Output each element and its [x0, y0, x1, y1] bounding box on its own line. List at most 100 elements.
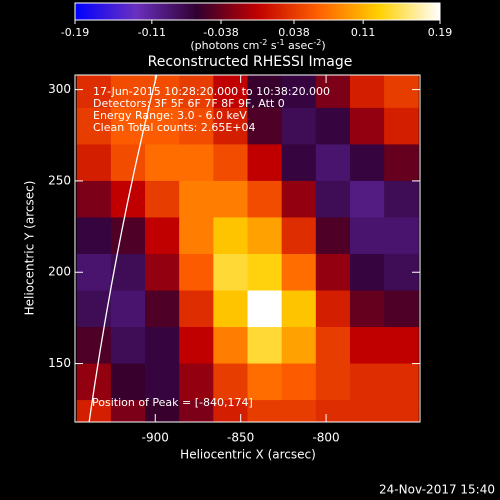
colorbar-tick-label: -0.19: [61, 26, 89, 39]
image-cell: [213, 75, 248, 109]
image-cell: [145, 180, 180, 218]
image-cell: [145, 400, 180, 422]
image-cell: [213, 400, 248, 422]
image-cell: [384, 400, 419, 422]
chart-title: Reconstructed RHESSI Image: [148, 54, 353, 70]
image-cell: [384, 107, 419, 145]
image-cell: [315, 107, 351, 145]
image-cell: [384, 363, 419, 401]
colorbar-label: (photons cm-2 s-1 asec-2): [190, 38, 325, 53]
image-cell: [76, 180, 112, 218]
image-cell: [145, 217, 180, 255]
x-tick-label: -900: [142, 431, 169, 445]
image-cell: [247, 363, 283, 401]
image-cell: [247, 290, 283, 328]
image-cell: [247, 107, 283, 145]
image-cell: [76, 327, 112, 365]
image-cell: [247, 144, 283, 182]
image-cell: [349, 290, 385, 328]
image-cell: [213, 253, 248, 292]
image-cell: [384, 75, 419, 109]
image-cell: [213, 107, 248, 145]
colorbar-tick-label: -0.038: [203, 26, 238, 39]
solar-limb: [88, 75, 158, 422]
image-cell: [179, 217, 214, 255]
image-cell: [179, 107, 214, 145]
image-cell: [281, 327, 317, 365]
x-tick-label: -850: [227, 431, 254, 445]
image-cell: [281, 253, 317, 292]
y-tick-label: 150: [48, 356, 71, 370]
image-cell: [213, 217, 248, 255]
image-cell: [247, 253, 283, 292]
image-cell: [213, 327, 248, 365]
image-cell: [145, 107, 180, 145]
image-cell: [349, 180, 385, 218]
image-cell: [315, 290, 351, 328]
image-cell: [179, 144, 214, 182]
image-cell: [281, 400, 317, 422]
y-tick-label: 200: [48, 265, 71, 279]
colorbar-tick-label: -0.11: [138, 26, 166, 39]
image-cell: [349, 217, 385, 255]
image-cell: [349, 107, 385, 145]
image-cell: [213, 144, 248, 182]
colorbar-label-part: -2: [313, 38, 321, 47]
image-cell: [179, 180, 214, 218]
colorbar-label-part: -1: [277, 38, 285, 47]
image-cell: [179, 363, 214, 401]
colorbar-label-part: ): [321, 39, 325, 52]
image-cell: [384, 217, 419, 255]
image-cell: [315, 144, 351, 182]
image-cell: [384, 180, 419, 218]
image-cell: [76, 75, 112, 109]
image-cell: [247, 180, 283, 218]
image-cell: [110, 290, 146, 328]
image-cell: [384, 327, 419, 365]
image-cell: [76, 217, 112, 255]
image-cell: [76, 400, 112, 422]
image-cell: [281, 144, 317, 182]
image-cell: [110, 144, 146, 182]
colorbar-label-part: -2: [259, 38, 267, 47]
colorbar-label-part: asec: [285, 39, 314, 52]
image-cell: [179, 253, 214, 292]
colorbar-tick-label: 0.19: [428, 26, 453, 39]
image-cell: [179, 290, 214, 328]
peak-label: Position of Peak = [-840,174]: [92, 396, 253, 409]
image-cell: [76, 290, 112, 328]
image-cell: [349, 75, 385, 109]
image-cell: [384, 144, 419, 182]
image-cell: [110, 363, 146, 401]
annotation: 17-Jun-2015 10:28:20.000 to 10:38:20.000: [93, 85, 330, 98]
annotation: Detectors: 3F 5F 6F 7F 8F 9F, Att 0: [93, 97, 285, 110]
image-cell: [213, 290, 248, 328]
image-cell: [110, 75, 146, 109]
y-tick-label: 250: [48, 173, 71, 187]
image-cell: [76, 363, 112, 401]
plot-frame: [74, 74, 421, 423]
image-cell: [213, 363, 248, 401]
image-cell: [349, 363, 385, 401]
image-cell: [179, 400, 214, 422]
image-cell: [110, 400, 146, 422]
image-cell: [76, 107, 112, 145]
y-axis-label: Heliocentric Y (arcsec): [23, 181, 37, 316]
image-cell: [349, 400, 385, 422]
image-cell: [213, 180, 248, 218]
colorbar: [74, 2, 441, 21]
image-cell: [384, 290, 419, 328]
x-tick-label: -800: [312, 431, 339, 445]
image-cell: [281, 290, 317, 328]
image-cell: [179, 75, 214, 109]
image-cell: [349, 253, 385, 292]
image-cell: [179, 327, 214, 365]
image-cell: [281, 363, 317, 401]
x-axis-label: Heliocentric X (arcsec): [180, 448, 316, 462]
image-cell: [145, 363, 180, 401]
image-cell: [110, 217, 146, 255]
colorbar-label-part: (photons cm: [190, 39, 259, 52]
image-cell: [145, 290, 180, 328]
date-label: 24-Nov-2017 15:40: [379, 483, 495, 497]
